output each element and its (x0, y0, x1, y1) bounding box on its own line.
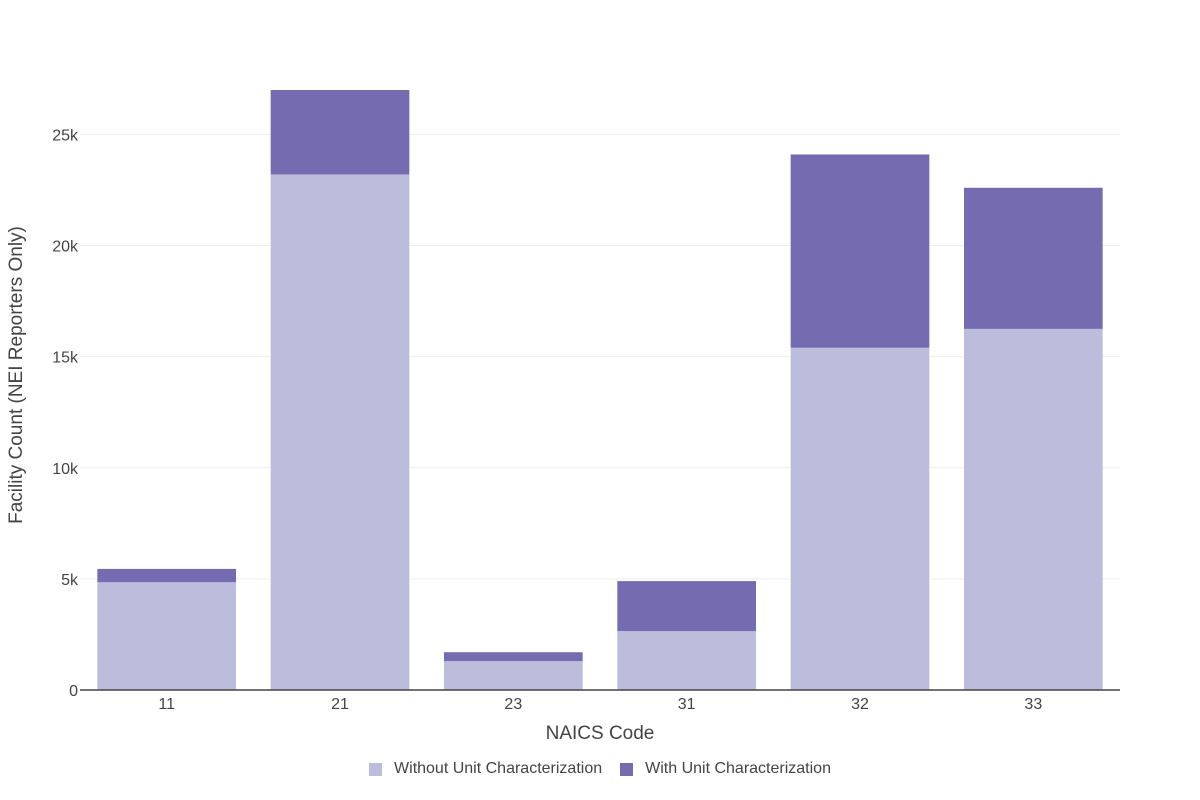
bar-23-with[interactable] (444, 652, 583, 662)
legend-label-without: Without Unit Characterization (394, 760, 603, 777)
bar-32-with[interactable] (790, 154, 930, 348)
x-tick-label: 31 (678, 696, 696, 713)
y-tick-labels: 0 5k 10k 15k 20k 25k (52, 127, 79, 700)
bar-33-with[interactable] (964, 187, 1103, 329)
x-tick-labels: 11 21 23 31 32 33 (158, 696, 1042, 713)
y-tick-label: 20k (52, 239, 79, 256)
x-tick-label: 21 (331, 696, 349, 713)
legend-item-with[interactable]: With Unit Characterization (620, 760, 831, 778)
legend-item-without[interactable]: Without Unit Characterization (369, 760, 602, 778)
y-tick-label: 15k (52, 350, 79, 367)
bar-11-without[interactable] (97, 582, 236, 690)
y-tick-label: 5k (61, 572, 79, 589)
gridlines (80, 133, 1120, 580)
bar-32-without[interactable] (790, 347, 930, 690)
y-tick-label: 0 (69, 683, 78, 700)
legend-label-with: With Unit Characterization (645, 760, 831, 777)
y-axis-title: Facility Count (NEI Reporters Only) (6, 226, 27, 524)
bar-31-without[interactable] (617, 631, 756, 690)
x-axis-title: NAICS Code (546, 723, 655, 744)
bar-33-without[interactable] (964, 328, 1103, 690)
bar-23-without[interactable] (444, 661, 583, 690)
bar-21-with[interactable] (270, 90, 410, 175)
bar-31-with[interactable] (617, 581, 756, 632)
x-tick-label: 11 (158, 696, 175, 713)
legend-swatch-without (369, 762, 383, 776)
x-tick-label: 33 (1024, 696, 1042, 713)
bar-11-with[interactable] (97, 568, 236, 583)
x-tick-label: 32 (851, 696, 869, 713)
legend: Without Unit Characterization With Unit … (0, 760, 1200, 778)
y-tick-label: 25k (52, 127, 79, 144)
legend-swatch-with (620, 762, 634, 776)
bar-21-without[interactable] (270, 174, 410, 690)
x-tick-label: 23 (504, 696, 522, 713)
y-tick-label: 10k (52, 461, 79, 478)
bars (97, 90, 1103, 690)
